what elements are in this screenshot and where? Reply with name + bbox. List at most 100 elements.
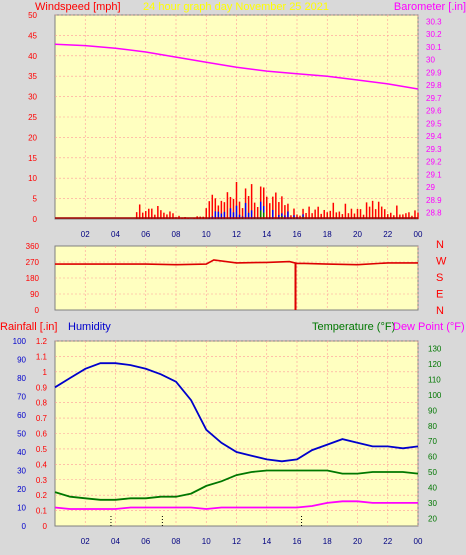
temperature-tick-label: 90 (428, 406, 437, 415)
rainfall-axis-title: Rainfall [.in] (0, 321, 57, 333)
rainfall-tick-label: 0.3 (36, 476, 48, 485)
chart-title: 24 hour graph day November 25 2021 (143, 1, 329, 13)
hour-tick-label: 02 (81, 537, 90, 546)
barometer-tick-label: 29.4 (426, 132, 442, 141)
compass-letter: N (436, 305, 444, 317)
direction-tick-label: 0 (35, 306, 40, 315)
barometer-tick-label: 30.3 (426, 17, 442, 26)
wind-direction-line (55, 259, 418, 266)
barometer-tick-label: 29.9 (426, 68, 442, 77)
windspeed-tick-label: 10 (28, 174, 37, 183)
humidity-tick-label: 0 (22, 522, 27, 531)
direction-tick-label: 360 (26, 242, 40, 251)
humidity-tick-label: 30 (17, 467, 26, 476)
windspeed-axis-title: Windspeed [mph] (35, 1, 121, 13)
compass-letter: W (436, 256, 447, 268)
windspeed-tick-label: 30 (28, 93, 37, 102)
barometer-tick-label: 29.2 (426, 158, 442, 167)
hour-tick-label: 16 (293, 230, 302, 239)
compass-letter: S (436, 272, 443, 284)
temperature-tick-label: 40 (428, 483, 437, 492)
humidity-tick-label: 60 (17, 411, 26, 420)
compass-letter: E (436, 289, 443, 301)
windspeed-tick-label: 25 (28, 113, 37, 122)
barometer-tick-label: 29.1 (426, 170, 442, 179)
hour-tick-label: 10 (202, 537, 211, 546)
hour-tick-label: 14 (262, 230, 271, 239)
direction-tick-label: 90 (30, 290, 39, 299)
barometer-tick-label: 30 (426, 56, 435, 65)
direction-tick-label: 270 (26, 258, 40, 267)
temperature-tick-label: 20 (428, 514, 437, 523)
hour-tick-label: 02 (81, 230, 90, 239)
barometer-tick-label: 29.3 (426, 145, 442, 154)
rainfall-tick-label: 1.2 (36, 337, 48, 346)
rainfall-tick-label: 0.4 (36, 460, 48, 469)
windspeed-tick-label: 0 (33, 215, 38, 224)
humidity-tick-label: 40 (17, 448, 26, 457)
humidity-tick-label: 80 (17, 374, 26, 383)
barometer-tick-label: 28.8 (426, 209, 442, 218)
dewpoint-line (54, 500, 418, 510)
temperature-tick-label: 110 (428, 376, 441, 385)
humidity-tick-label: 70 (17, 393, 26, 402)
windspeed-tick-label: 45 (28, 31, 37, 40)
rainfall-tick-label: 0.2 (36, 491, 48, 500)
hour-tick-label: 20 (353, 230, 362, 239)
rainfall-tick-label: 0 (43, 522, 48, 531)
temperature-tick-label: 130 (428, 345, 442, 354)
windspeed-tick-label: 35 (28, 72, 37, 81)
hour-tick-label: 04 (111, 230, 120, 239)
temperature-tick-label: 50 (428, 468, 437, 477)
barometer-tick-label: 28.9 (426, 196, 442, 205)
hour-tick-label: 22 (383, 537, 392, 546)
barometer-line (54, 43, 419, 90)
hour-tick-label: 16 (293, 537, 302, 546)
windspeed-tick-label: 40 (28, 52, 37, 61)
dewpoint-axis-title: Dew Point (°F) (393, 321, 465, 333)
compass-letter: N (436, 239, 444, 251)
hour-tick-label: 00 (414, 230, 423, 239)
rainfall-tick-label: 1.1 (36, 352, 48, 361)
rainfall-tick-label: 0.5 (36, 445, 48, 454)
hour-tick-label: 14 (262, 537, 271, 546)
humidity-line (54, 362, 419, 463)
rainfall-tick-label: 0.9 (36, 383, 48, 392)
humidity-tick-label: 100 (13, 337, 27, 346)
temperature-tick-label: 60 (428, 453, 437, 462)
humidity-tick-label: 50 (17, 430, 26, 439)
rainfall-tick-label: 0.6 (36, 430, 48, 439)
rainfall-tick-label: 0.8 (36, 399, 48, 408)
hour-tick-label: 00 (414, 537, 423, 546)
barometer-tick-label: 29.6 (426, 107, 442, 116)
barometer-tick-label: 29 (426, 183, 435, 192)
windspeed-tick-label: 15 (28, 154, 37, 163)
temperature-tick-label: 80 (428, 422, 437, 431)
hour-tick-label: 22 (383, 230, 392, 239)
windspeed-tick-label: 5 (33, 195, 38, 204)
hour-tick-label: 12 (232, 230, 241, 239)
hour-tick-label: 08 (172, 537, 181, 546)
hour-tick-label: 04 (111, 537, 120, 546)
temperature-tick-label: 70 (428, 437, 437, 446)
hour-tick-label: 10 (202, 230, 211, 239)
barometer-tick-label: 30.1 (426, 43, 442, 52)
hour-tick-label: 20 (353, 537, 362, 546)
barometer-tick-label: 30.2 (426, 30, 442, 39)
temperature-tick-label: 100 (428, 391, 442, 400)
hour-tick-label: 18 (323, 230, 332, 239)
rainfall-tick-label: 0.1 (36, 507, 48, 516)
rainfall-tick-label: 0.7 (36, 414, 48, 423)
barometer-axis-title: Barometer [.in] (394, 1, 466, 13)
hour-tick-label: 08 (172, 230, 181, 239)
windspeed-tick-label: 20 (28, 133, 37, 142)
windspeed-tick-label: 50 (28, 11, 37, 20)
direction-tick-label: 180 (26, 274, 40, 283)
humidity-axis-title: Humidity (68, 321, 111, 333)
humidity-tick-label: 90 (17, 356, 26, 365)
barometer-tick-label: 29.7 (426, 94, 442, 103)
temperature-tick-label: 120 (428, 360, 442, 369)
hour-tick-label: 06 (141, 230, 150, 239)
